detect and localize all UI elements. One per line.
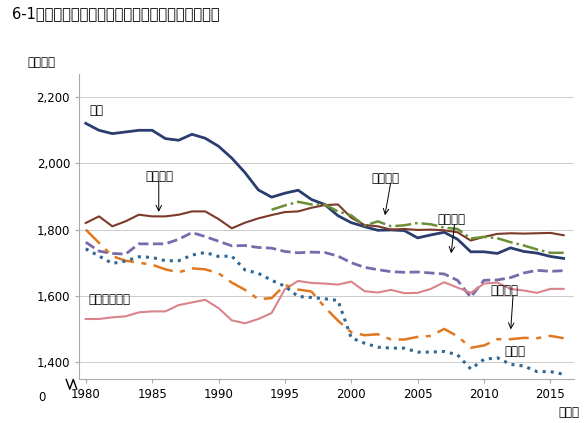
Text: （年）: （年）	[558, 406, 579, 419]
Text: ドイツ: ドイツ	[504, 345, 525, 358]
Text: 6-1　一人当たり平均年間総実労働時間（就業者）: 6-1 一人当たり平均年間総実労働時間（就業者）	[12, 6, 219, 21]
Text: アメリカ: アメリカ	[145, 170, 173, 183]
Text: 日本: 日本	[90, 104, 104, 117]
Text: （時間）: （時間）	[27, 56, 55, 69]
Text: 0: 0	[38, 391, 46, 404]
Text: イタリア: イタリア	[371, 172, 399, 185]
Text: フランス: フランス	[490, 284, 519, 297]
Text: イギリス: イギリス	[438, 213, 465, 226]
Text: スウェーデン: スウェーデン	[88, 293, 131, 306]
